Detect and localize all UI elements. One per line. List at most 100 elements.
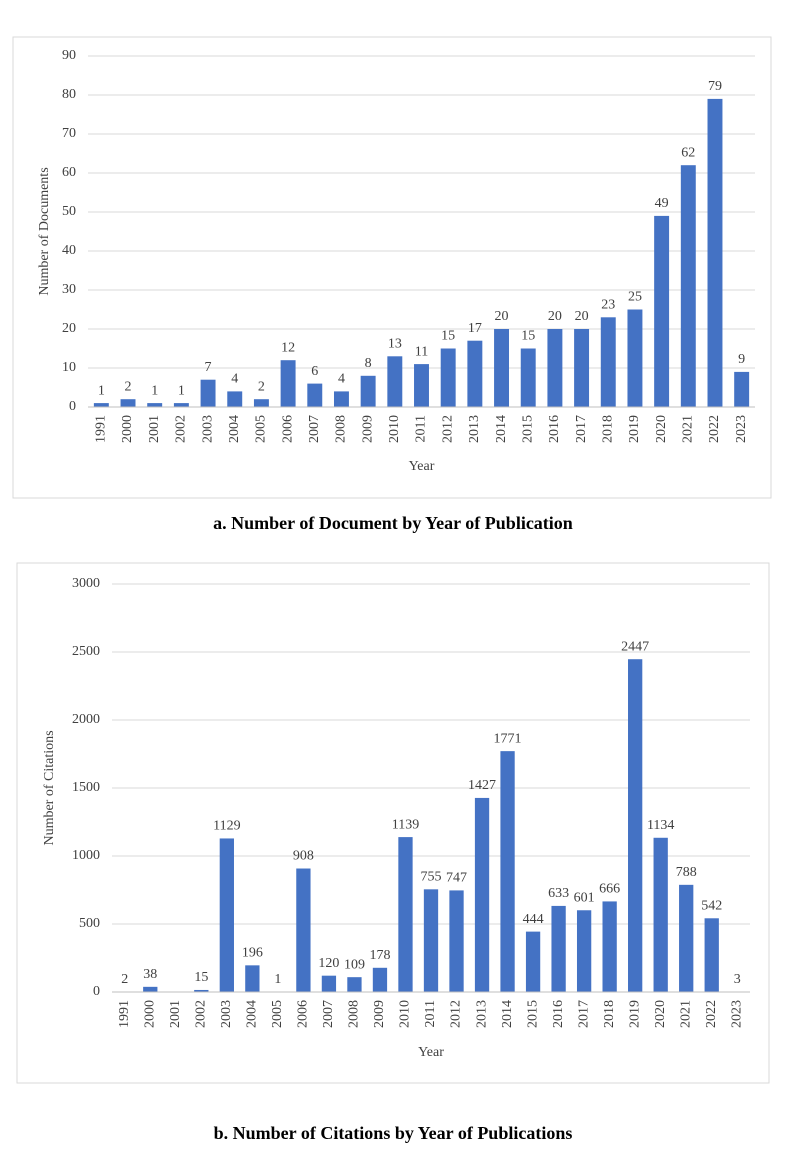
x-tick-label: 2014 — [494, 415, 509, 443]
y-tick-label: 3000 — [72, 576, 100, 591]
bar — [296, 868, 311, 992]
bar — [574, 329, 590, 407]
bar — [440, 348, 456, 407]
data-label: 13 — [388, 337, 402, 352]
x-tick-label: 2008 — [334, 415, 349, 443]
data-label: 788 — [676, 865, 697, 880]
bar — [200, 379, 216, 407]
data-label: 23 — [601, 298, 615, 313]
x-tick-label: 2006 — [280, 415, 295, 443]
x-tick-label: 2012 — [440, 415, 455, 443]
chart-frame — [12, 36, 772, 499]
x-tick-label: 2001 — [147, 415, 162, 443]
data-label: 1 — [178, 383, 185, 398]
data-label: 6 — [311, 364, 318, 379]
bar — [654, 215, 670, 407]
x-tick-label: 2021 — [681, 415, 696, 443]
y-tick-label: 500 — [79, 916, 100, 931]
x-axis-label: Year — [409, 459, 435, 474]
bar — [576, 910, 592, 992]
y-tick-label: 90 — [62, 48, 76, 63]
caption: a. Number of Document by Year of Publica… — [213, 513, 573, 533]
data-label: 601 — [574, 890, 595, 905]
bar — [547, 329, 563, 407]
data-label: 49 — [655, 196, 669, 211]
bar — [360, 375, 376, 407]
y-tick-label: 1500 — [72, 780, 100, 795]
x-tick-label: 1991 — [117, 1000, 132, 1028]
data-label: 3 — [734, 972, 741, 987]
bar — [253, 399, 269, 407]
data-label: 908 — [293, 849, 314, 864]
bar — [347, 977, 362, 992]
data-label: 9 — [738, 352, 745, 367]
x-tick-label: 2011 — [414, 415, 429, 442]
x-tick-label: 2002 — [194, 1000, 209, 1028]
x-tick-label: 1991 — [94, 415, 109, 443]
x-tick-label: 2001 — [168, 1000, 183, 1028]
bar — [120, 399, 136, 407]
x-tick-label: 2021 — [678, 1000, 693, 1028]
data-label: 15 — [521, 329, 535, 344]
data-label: 1 — [151, 383, 158, 398]
bar — [414, 364, 429, 407]
x-tick-label: 2014 — [500, 1000, 515, 1028]
data-label: 20 — [548, 309, 562, 324]
x-tick-label: 2019 — [627, 415, 642, 443]
x-tick-label: 2015 — [520, 415, 535, 443]
bar — [219, 838, 234, 992]
bar — [227, 391, 243, 407]
data-label: 633 — [548, 886, 569, 901]
data-label: 20 — [495, 309, 509, 324]
data-label: 109 — [344, 957, 365, 972]
x-tick-label: 2022 — [704, 1000, 719, 1028]
x-tick-label: 2004 — [245, 1000, 260, 1028]
x-tick-label: 2013 — [474, 1000, 489, 1028]
data-label: 2447 — [621, 639, 649, 654]
data-label: 12 — [281, 340, 295, 355]
bar — [707, 98, 723, 408]
bar — [602, 901, 617, 992]
bar — [551, 905, 566, 992]
y-tick-label: 70 — [62, 126, 76, 141]
x-tick-label: 2017 — [574, 415, 589, 443]
bar — [143, 986, 158, 992]
x-tick-label: 2018 — [600, 415, 615, 443]
data-label: 2 — [121, 972, 128, 987]
data-label: 15 — [194, 970, 208, 985]
bar — [372, 967, 388, 992]
bar — [245, 965, 260, 992]
bar — [600, 317, 616, 407]
data-label: 4 — [338, 372, 345, 387]
data-label: 11 — [415, 344, 428, 359]
x-tick-label: 2023 — [734, 415, 749, 443]
data-label: 1139 — [392, 817, 419, 832]
x-tick-label: 2010 — [387, 415, 402, 443]
x-tick-label: 2009 — [372, 1000, 387, 1028]
data-label: 15 — [441, 329, 455, 344]
y-tick-label: 40 — [62, 243, 76, 258]
x-tick-label: 2018 — [602, 1000, 617, 1028]
x-tick-label: 2019 — [627, 1000, 642, 1028]
y-axis-label: Number of Documents — [37, 167, 52, 295]
x-tick-label: 2003 — [219, 1000, 234, 1028]
data-label: 20 — [575, 309, 589, 324]
bar — [173, 403, 189, 407]
x-tick-label: 2004 — [227, 415, 242, 443]
bar — [500, 751, 515, 992]
chart-frame — [16, 562, 770, 1084]
bar — [423, 889, 439, 992]
x-tick-label: 2012 — [449, 1000, 464, 1028]
x-tick-label: 2007 — [307, 415, 322, 443]
bar — [387, 356, 403, 407]
data-label: 120 — [318, 956, 339, 971]
x-tick-label: 2006 — [296, 1000, 311, 1028]
x-tick-label: 2011 — [423, 1000, 438, 1027]
bar — [449, 890, 464, 992]
x-tick-label: 2023 — [729, 1000, 744, 1028]
y-tick-label: 0 — [93, 984, 100, 999]
x-tick-label: 2022 — [707, 415, 722, 443]
x-tick-label: 2002 — [174, 415, 189, 443]
y-tick-label: 2500 — [72, 644, 100, 659]
